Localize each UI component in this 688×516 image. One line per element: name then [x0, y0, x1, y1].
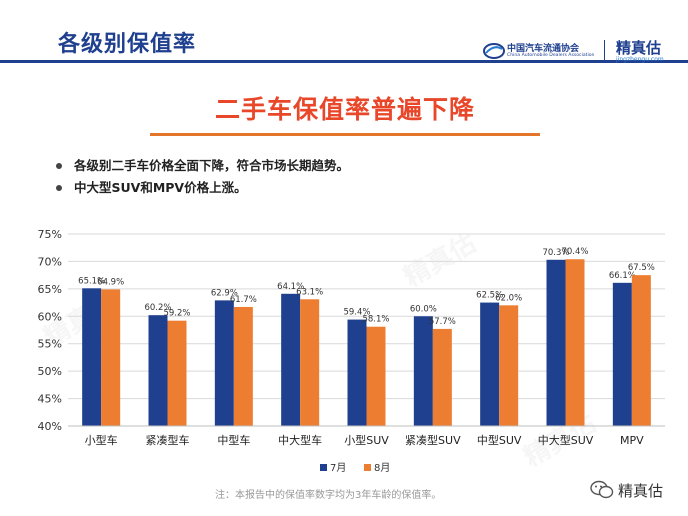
data-label: 62.5%	[476, 291, 503, 301]
x-tick-label: 小型车	[85, 433, 118, 447]
y-tick-label: 40%	[38, 420, 62, 433]
x-tick-label: MPV	[620, 434, 644, 447]
cada-name-en: China Automobile Dealers Association	[507, 53, 595, 58]
legend-swatch	[364, 464, 371, 471]
footnote: 注：本报告中的保值率数字均为3年车龄的保值率。	[215, 490, 442, 501]
cada-emblem-icon	[483, 43, 505, 59]
wechat-icon	[590, 480, 614, 499]
banner-underline	[150, 133, 540, 136]
wechat-label: 精真估	[618, 482, 664, 500]
data-label: 60.0%	[410, 304, 437, 314]
data-label: 67.5%	[628, 263, 655, 273]
y-tick-label: 70%	[38, 255, 62, 268]
y-tick-label: 55%	[38, 338, 62, 351]
bar	[82, 288, 102, 426]
y-tick-label: 75%	[38, 228, 62, 241]
data-label: 60.2%	[144, 303, 171, 313]
bullet-dot-icon	[56, 185, 62, 191]
bullet-text: 各级别二手车价格全面下降，符合市场长期趋势。	[74, 158, 350, 173]
data-label: 70.3%	[542, 248, 569, 258]
data-label: 58.1%	[362, 315, 389, 325]
bullet-dot-icon	[56, 163, 62, 169]
bar	[565, 259, 585, 426]
bar	[499, 305, 519, 426]
data-label: 57.7%	[429, 317, 456, 327]
data-label: 65.1%	[78, 276, 105, 286]
bar	[631, 275, 651, 426]
legend-label: 7月	[330, 462, 346, 474]
bullet-text: 中大型SUV和MPV价格上涨。	[74, 180, 247, 195]
y-tick-label: 65%	[38, 283, 62, 296]
x-tick-label: 中大型车	[278, 433, 322, 447]
bar	[148, 315, 168, 426]
data-label: 70.4%	[561, 247, 588, 257]
data-label: 66.1%	[609, 271, 636, 281]
bullet-item: 中大型SUV和MPV价格上涨。	[52, 177, 349, 199]
bar	[214, 300, 234, 426]
x-tick-label: 中型SUV	[477, 433, 522, 447]
data-label: 59.2%	[163, 309, 190, 319]
x-tick-label: 中型车	[217, 433, 250, 447]
data-label: 59.4%	[343, 308, 370, 318]
jzg-url: jingzhengu.com	[616, 56, 664, 63]
bar	[281, 293, 301, 426]
legend-swatch	[320, 464, 327, 471]
bar	[366, 326, 386, 426]
bar	[347, 319, 367, 426]
y-tick-label: 60%	[38, 310, 62, 323]
bar	[300, 299, 320, 426]
wechat-badge: 精真估	[590, 478, 680, 502]
bar	[101, 289, 121, 426]
jzg-logo: 精真估 jingzhengu.com	[614, 37, 674, 63]
page-title: 各级别保值率	[58, 32, 197, 57]
bar	[233, 306, 253, 426]
jzg-name: 精真估	[616, 39, 662, 57]
bar	[480, 302, 500, 426]
bar	[612, 282, 632, 426]
bar-chart: 40% 45% 50% 55% 60% 65% 70% 75% 65.1%64.9% 小型车 60.…	[38, 228, 665, 474]
legend-label: 8月	[374, 462, 390, 474]
data-label: 64.1%	[277, 282, 304, 292]
data-label: 64.9%	[97, 277, 124, 287]
y-tick-label: 50%	[38, 365, 62, 378]
bar	[546, 259, 566, 426]
cada-name-cn: 中国汽车流通协会	[507, 44, 580, 54]
y-tick-label: 45%	[38, 393, 62, 406]
data-label: 61.7%	[230, 295, 257, 305]
bar	[167, 320, 187, 426]
x-tick-label: 中大型SUV	[538, 433, 594, 447]
x-tick-label: 小型SUV	[344, 433, 389, 447]
bullet-list: 各级别二手车价格全面下降，符合市场长期趋势。 中大型SUV和MPV价格上涨。	[52, 155, 349, 199]
data-label: 62.9%	[211, 288, 238, 298]
data-label: 63.1%	[296, 287, 323, 297]
chart-area: 40% 45% 50% 55% 60% 65% 70% 75% 65.1% 64.9% 小型车 60.…	[20, 222, 680, 512]
data-label: 62.0%	[495, 293, 522, 303]
logo-divider	[604, 40, 605, 62]
x-tick-label: 紧凑型SUV	[405, 433, 461, 447]
bar	[413, 316, 433, 426]
bar	[432, 328, 452, 426]
cada-logo: 中国汽车流通协会 China Automobile Dealers Associ…	[483, 40, 595, 62]
x-tick-label: 紧凑型车	[146, 433, 190, 447]
banner-title: 二手车保值率普遍下降	[214, 95, 475, 124]
bullet-item: 各级别二手车价格全面下降，符合市场长期趋势。	[52, 155, 349, 177]
header-bar: 各级别保值率 中国汽车流通协会 China Automobile Dealers…	[0, 12, 688, 63]
